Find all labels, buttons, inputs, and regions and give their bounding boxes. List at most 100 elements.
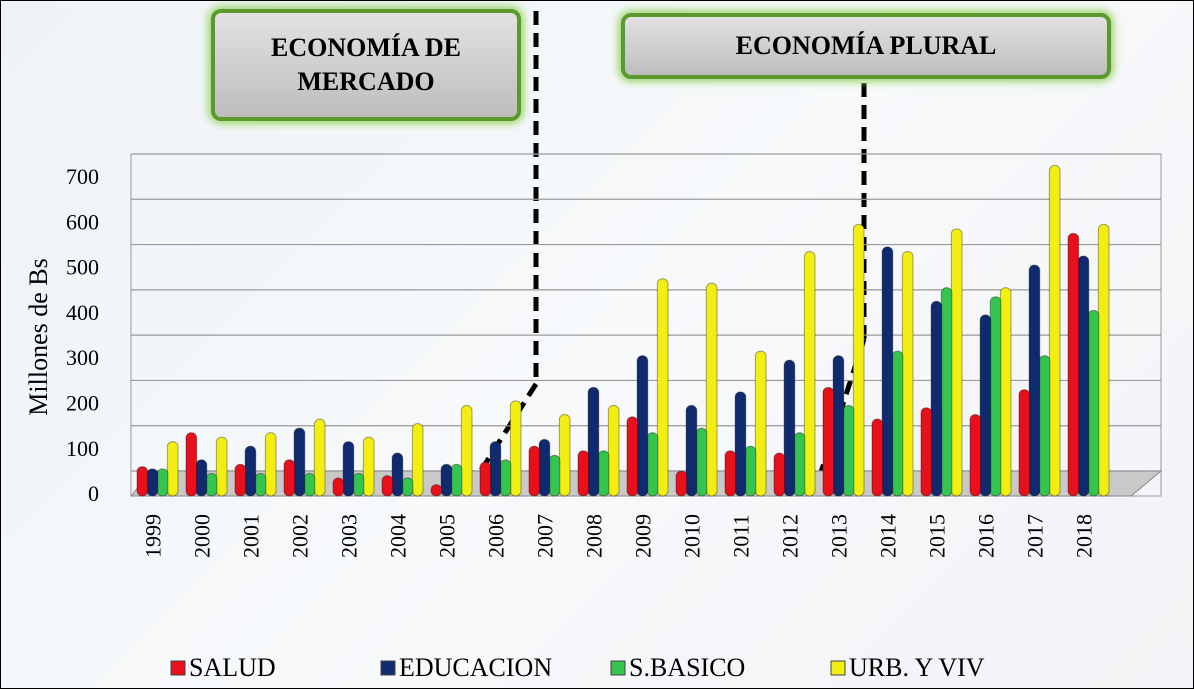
bar [734,391,747,497]
bar [695,427,708,497]
bar [1028,264,1041,497]
bar [332,477,345,497]
bar [293,427,306,497]
bar [832,355,845,497]
x-tick-label: 2018 [1072,514,1097,558]
x-tick-label: 2015 [925,514,950,558]
bar [803,250,816,497]
x-tick-label: 2008 [582,514,607,558]
x-tick-label: 2014 [876,514,901,558]
y-tick-label: 700 [66,164,99,189]
bar [166,441,179,497]
legend-swatch [830,660,846,676]
bar [381,475,394,497]
x-tick-label: 2009 [631,514,656,558]
bar [724,450,737,497]
legend-label: SALUD [189,653,276,682]
legend-swatch [380,660,396,676]
bar [1067,232,1080,497]
bar [626,416,639,497]
bar [1097,223,1110,497]
bar [871,418,884,497]
y-tick-label: 100 [66,436,99,461]
x-tick-label: 2005 [435,514,460,558]
annotation-box: ECONOMÍA DE MERCADO [211,9,521,121]
bar [548,454,561,497]
bar [195,459,208,497]
bar [146,468,159,497]
bar [264,432,277,497]
bar [999,287,1012,497]
y-tick-label: 300 [66,345,99,370]
bar [607,404,620,497]
bar [920,407,933,497]
bar [1048,164,1061,497]
x-tick-label: 2006 [484,514,509,558]
bar [989,296,1002,497]
x-tick-label: 2002 [288,514,313,558]
bar [881,246,894,497]
bar [479,461,492,497]
x-tick-label: 1999 [141,514,166,558]
y-tick-label: 500 [66,255,99,280]
legend-label: S.BASICO [629,653,745,682]
x-tick-label: 2003 [337,514,362,558]
legend-label: URB. Y VIV [849,653,985,682]
bar [244,445,257,497]
bar [685,404,698,497]
bar [656,278,669,497]
x-tick-label: 2001 [239,514,264,558]
bar [205,472,218,497]
bar [577,450,590,497]
bar [705,282,718,497]
bar [852,223,865,497]
bar [234,463,247,497]
bar [940,287,953,497]
legend-swatch [170,660,186,676]
bar [969,413,982,497]
y-axis-label: Millones de Bs [24,258,53,415]
x-tick-label: 2013 [827,514,852,558]
x-tick-label: 2010 [680,514,705,558]
x-tick-label: 2007 [533,514,558,558]
bar [558,413,571,497]
legend-swatch [610,660,626,676]
bar [1018,389,1031,497]
x-tick-label: 2016 [974,514,999,558]
bar [342,441,355,497]
bar [950,228,963,497]
bar [783,359,796,497]
bar [215,436,228,497]
bar [430,484,443,497]
bar [538,438,551,497]
bar [352,472,365,497]
bar [1077,255,1090,497]
bar [773,452,786,497]
bar [891,350,904,497]
bar [793,432,806,497]
bar [842,404,855,497]
bar [411,423,424,497]
bar [822,386,835,497]
bar [391,452,404,497]
y-tick-label: 0 [88,481,99,506]
bar [509,400,522,497]
bar [440,463,453,497]
bar [156,468,169,497]
y-tick-label: 600 [66,209,99,234]
bar [313,418,326,497]
bar [901,250,914,497]
bar [450,463,463,497]
x-tick-label: 2000 [190,514,215,558]
x-tick-label: 2012 [778,514,803,558]
bar [185,432,198,497]
bar [646,432,659,497]
bar [499,459,512,497]
bar [460,404,473,497]
bar [979,314,992,497]
bar [597,450,610,497]
bar [401,477,414,497]
bar [587,386,600,497]
bar [136,466,149,497]
bar [283,459,296,497]
